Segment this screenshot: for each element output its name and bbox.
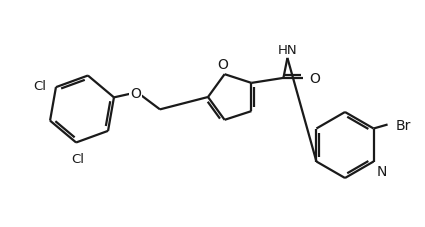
Text: Cl: Cl [33, 79, 46, 92]
Text: O: O [217, 58, 228, 72]
Text: O: O [130, 87, 142, 101]
Text: Cl: Cl [71, 153, 85, 166]
Text: N: N [377, 165, 387, 179]
Text: O: O [309, 72, 320, 86]
Text: HN: HN [278, 44, 297, 57]
Text: Br: Br [396, 118, 411, 132]
